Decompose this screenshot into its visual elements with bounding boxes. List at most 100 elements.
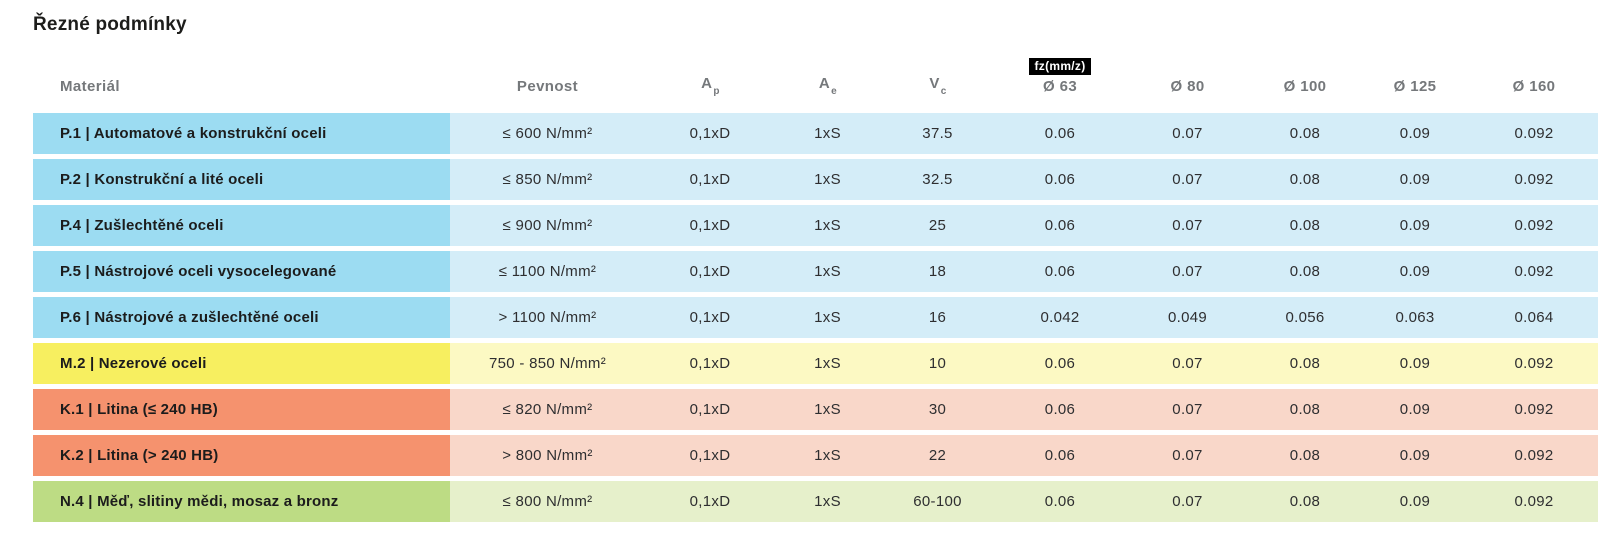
table-row: P.4 | Zušlechtěné oceli ≤ 900 N/mm² 0,1x… <box>33 205 1598 246</box>
fz-d100-cell: 0.08 <box>1250 251 1360 292</box>
material-cell: K.2 | Litina (> 240 HB) <box>33 435 450 476</box>
vc-cell: 16 <box>880 297 995 338</box>
material-cell: P.1 | Automatové a konstrukční oceli <box>33 113 450 154</box>
fz-d160-cell: 0.092 <box>1470 113 1598 154</box>
vc-cell: 18 <box>880 251 995 292</box>
ap-cell: 0,1xD <box>645 297 775 338</box>
table-body: P.1 | Automatové a konstrukční oceli ≤ 6… <box>33 113 1598 522</box>
page-title: Řezné podmínky <box>33 14 187 35</box>
vc-cell: 30 <box>880 389 995 430</box>
fz-d80-cell: 0.07 <box>1125 205 1250 246</box>
material-cell: N.4 | Měď, slitiny mědi, mosaz a bronz <box>33 481 450 522</box>
fz-d80-cell: 0.07 <box>1125 481 1250 522</box>
pevnost-cell: ≤ 820 N/mm² <box>450 389 645 430</box>
pevnost-cell: > 1100 N/mm² <box>450 297 645 338</box>
fz-d80-cell: 0.07 <box>1125 389 1250 430</box>
ap-cell: 0,1xD <box>645 113 775 154</box>
fz-d125-cell: 0.09 <box>1360 481 1470 522</box>
fz-d125-cell: 0.09 <box>1360 435 1470 476</box>
table-row: K.2 | Litina (> 240 HB) > 800 N/mm² 0,1x… <box>33 435 1598 476</box>
pevnost-cell: > 800 N/mm² <box>450 435 645 476</box>
page: Řezné podmínky Materiál Pevnost Ap Ae Vc… <box>33 14 1598 527</box>
fz-d80-cell: 0.07 <box>1125 343 1250 384</box>
ap-cell: 0,1xD <box>645 343 775 384</box>
table-row: P.1 | Automatové a konstrukční oceli ≤ 6… <box>33 113 1598 154</box>
fz-d100-cell: 0.056 <box>1250 297 1360 338</box>
ap-cell: 0,1xD <box>645 389 775 430</box>
fz-d100-cell: 0.08 <box>1250 205 1360 246</box>
col-header-ap: Ap <box>701 75 720 97</box>
fz-d100-cell: 0.08 <box>1250 435 1360 476</box>
fz-d100-cell: 0.08 <box>1250 343 1360 384</box>
ae-cell: 1xS <box>775 205 880 246</box>
fz-d80-cell: 0.07 <box>1125 159 1250 200</box>
pevnost-cell: ≤ 1100 N/mm² <box>450 251 645 292</box>
fz-d100-cell: 0.08 <box>1250 159 1360 200</box>
vc-cell: 37.5 <box>880 113 995 154</box>
material-cell: P.6 | Nástrojové a zušlechtěné oceli <box>33 297 450 338</box>
fz-d160-cell: 0.092 <box>1470 481 1598 522</box>
fz-d63-cell: 0.06 <box>995 481 1125 522</box>
ap-cell: 0,1xD <box>645 159 775 200</box>
fz-d63-cell: 0.06 <box>995 343 1125 384</box>
vc-cell: 32.5 <box>880 159 995 200</box>
table-row: P.6 | Nástrojové a zušlechtěné oceli > 1… <box>33 297 1598 338</box>
fz-d160-cell: 0.092 <box>1470 389 1598 430</box>
table-row: N.4 | Měď, slitiny mědi, mosaz a bronz ≤… <box>33 481 1598 522</box>
col-header-d80: Ø 80 <box>1170 78 1205 95</box>
fz-unit-badge: fz(mm/z) <box>1029 58 1091 75</box>
fz-d160-cell: 0.092 <box>1470 205 1598 246</box>
ae-cell: 1xS <box>775 343 880 384</box>
fz-d160-cell: 0.092 <box>1470 251 1598 292</box>
fz-d100-cell: 0.08 <box>1250 389 1360 430</box>
ap-cell: 0,1xD <box>645 251 775 292</box>
col-header-ae: Ae <box>818 75 838 97</box>
col-header-vc: Vc <box>929 75 947 97</box>
fz-d160-cell: 0.064 <box>1470 297 1598 338</box>
fz-d80-cell: 0.049 <box>1125 297 1250 338</box>
ae-cell: 1xS <box>775 159 880 200</box>
fz-d63-cell: 0.06 <box>995 159 1125 200</box>
material-cell: P.4 | Zušlechtěné oceli <box>33 205 450 246</box>
pevnost-cell: ≤ 600 N/mm² <box>450 113 645 154</box>
fz-d63-cell: 0.042 <box>995 297 1125 338</box>
fz-d80-cell: 0.07 <box>1125 435 1250 476</box>
material-cell: P.2 | Konstrukční a lité oceli <box>33 159 450 200</box>
vc-cell: 22 <box>880 435 995 476</box>
table-row: P.5 | Nástrojové oceli vysocelegované ≤ … <box>33 251 1598 292</box>
table-row: M.2 | Nezerové oceli 750 - 850 N/mm² 0,1… <box>33 343 1598 384</box>
fz-d125-cell: 0.09 <box>1360 343 1470 384</box>
pevnost-cell: ≤ 850 N/mm² <box>450 159 645 200</box>
pevnost-cell: ≤ 900 N/mm² <box>450 205 645 246</box>
ae-cell: 1xS <box>775 251 880 292</box>
fz-d100-cell: 0.08 <box>1250 113 1360 154</box>
col-header-d100: Ø 100 <box>1283 78 1327 95</box>
ap-cell: 0,1xD <box>645 205 775 246</box>
fz-d160-cell: 0.092 <box>1470 435 1598 476</box>
table-header: Materiál Pevnost Ap Ae Vc fz(mm/z) Ø 63 … <box>33 57 1598 108</box>
fz-d125-cell: 0.09 <box>1360 251 1470 292</box>
vc-cell: 60-100 <box>880 481 995 522</box>
fz-d63-cell: 0.06 <box>995 113 1125 154</box>
pevnost-cell: 750 - 850 N/mm² <box>450 343 645 384</box>
vc-cell: 10 <box>880 343 995 384</box>
table-row: P.2 | Konstrukční a lité oceli ≤ 850 N/m… <box>33 159 1598 200</box>
material-cell: M.2 | Nezerové oceli <box>33 343 450 384</box>
col-header-d63: fz(mm/z) Ø 63 <box>995 57 1125 108</box>
ap-cell: 0,1xD <box>645 435 775 476</box>
col-header-material: Materiál <box>60 78 120 95</box>
fz-d125-cell: 0.09 <box>1360 159 1470 200</box>
material-cell: P.5 | Nástrojové oceli vysocelegované <box>33 251 450 292</box>
fz-d100-cell: 0.08 <box>1250 481 1360 522</box>
col-header-d125: Ø 125 <box>1393 78 1437 95</box>
fz-d125-cell: 0.09 <box>1360 113 1470 154</box>
fz-d63-cell: 0.06 <box>995 389 1125 430</box>
ae-cell: 1xS <box>775 113 880 154</box>
col-header-d160: Ø 160 <box>1512 78 1556 95</box>
fz-d63-cell: 0.06 <box>995 205 1125 246</box>
fz-d80-cell: 0.07 <box>1125 113 1250 154</box>
material-cell: K.1 | Litina (≤ 240 HB) <box>33 389 450 430</box>
cutting-conditions-table: Materiál Pevnost Ap Ae Vc fz(mm/z) Ø 63 … <box>33 52 1598 527</box>
ae-cell: 1xS <box>775 435 880 476</box>
fz-d125-cell: 0.09 <box>1360 205 1470 246</box>
